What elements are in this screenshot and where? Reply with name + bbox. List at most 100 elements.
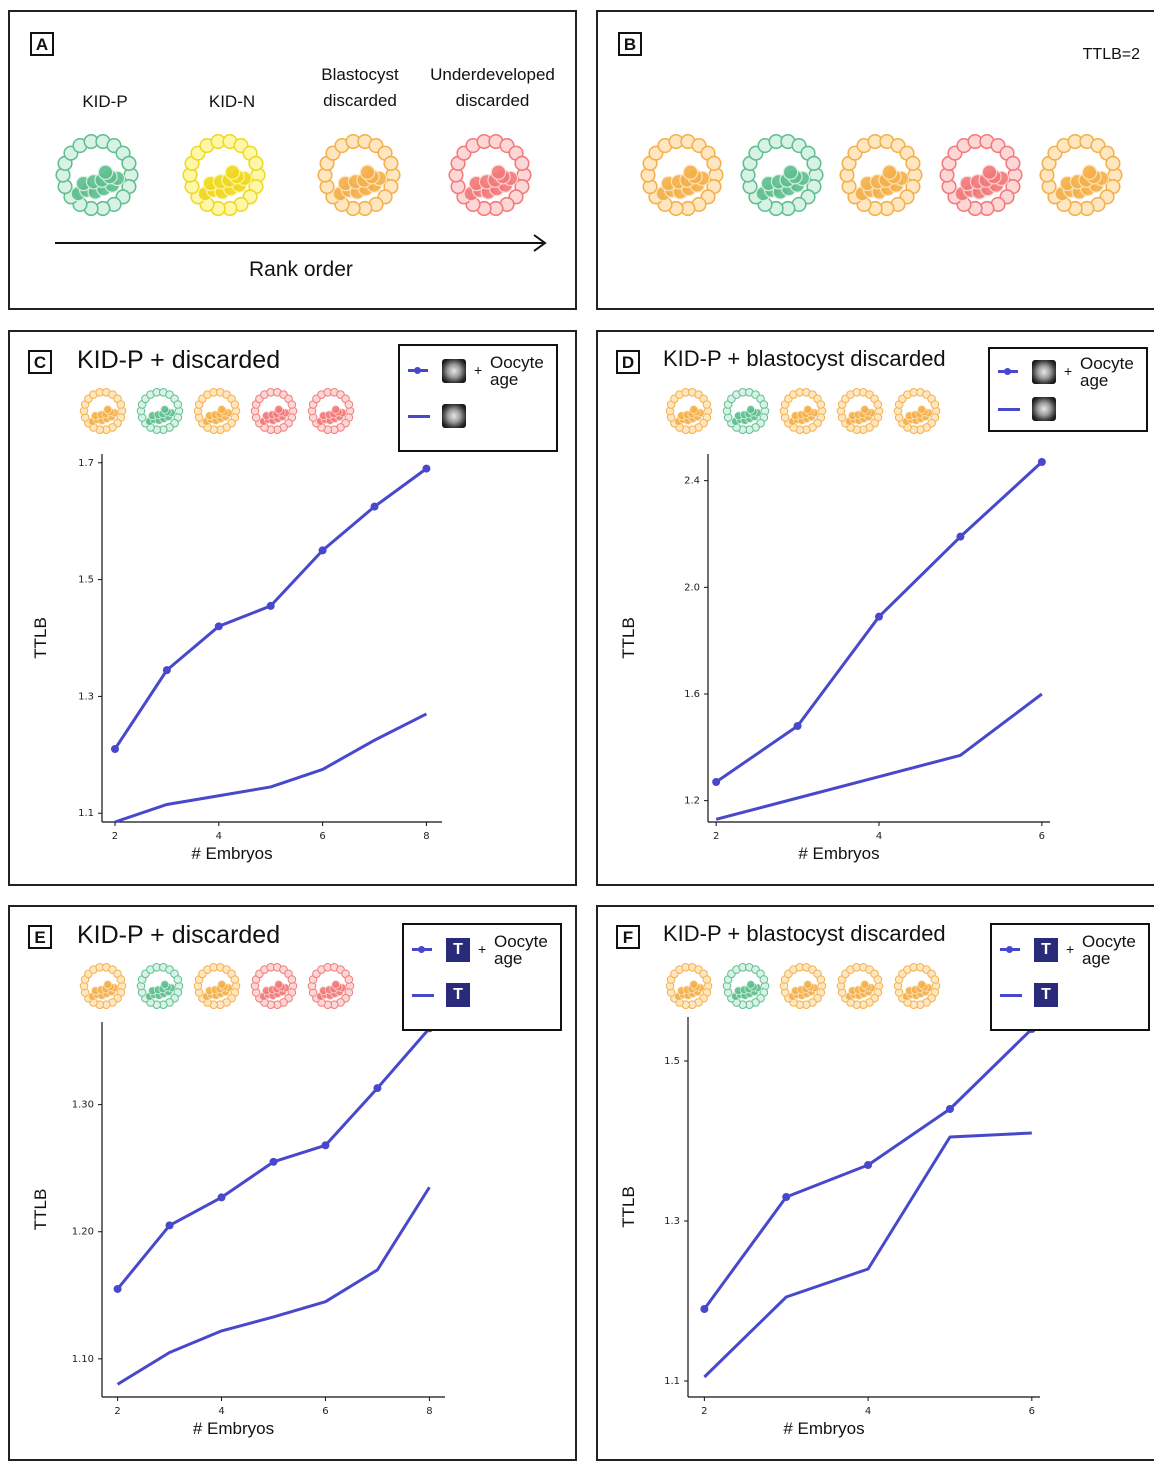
data-point bbox=[266, 601, 275, 610]
data-point bbox=[945, 1105, 954, 1113]
y-tick-label: 1.6 bbox=[684, 689, 700, 700]
legend-plus: + bbox=[1066, 941, 1075, 957]
y-axis-label: TTLB bbox=[619, 1186, 638, 1228]
legend-plus: + bbox=[474, 362, 483, 378]
chart-legend: T + Oocyte age T bbox=[990, 923, 1150, 1031]
x-axis-label: # Embryos bbox=[193, 1419, 274, 1438]
legend-oocyte-age: Oocyte age bbox=[1080, 354, 1134, 390]
data-point bbox=[373, 1084, 382, 1093]
embryo-orange bbox=[779, 962, 827, 1010]
y-tick-label: 1.10 bbox=[72, 1354, 94, 1365]
x-axis-label: # Embryos bbox=[783, 1419, 864, 1438]
legend-dot bbox=[418, 946, 425, 953]
panel-f: F KID-P + blastocyst discarded 2 4 6 1.1 1.3 1.… bbox=[596, 905, 1154, 1461]
x-tick-label: 4 bbox=[876, 831, 882, 842]
data-point bbox=[165, 1221, 174, 1230]
x-tick-label: 4 bbox=[218, 1406, 224, 1417]
data-point bbox=[712, 778, 721, 786]
series-line bbox=[703, 1131, 1032, 1379]
t-marker-icon: T bbox=[1034, 983, 1058, 1007]
panel-b-embryos bbox=[640, 133, 1123, 217]
panel-letter: B bbox=[618, 32, 642, 56]
data-point bbox=[370, 502, 379, 511]
legend-line-plain bbox=[408, 415, 430, 418]
x-tick-label: 2 bbox=[701, 1406, 707, 1417]
embryo-orange bbox=[779, 387, 827, 435]
embryo-orange bbox=[193, 387, 241, 435]
legend-label-blastocyst-discarded: Blastocyst discarded bbox=[321, 65, 399, 110]
embryo-orange bbox=[79, 962, 127, 1010]
embryo-orange bbox=[836, 962, 884, 1010]
embryo-orange bbox=[893, 387, 941, 435]
panel-b: B TTLB=2 bbox=[596, 10, 1154, 310]
chart-legend: + Oocyte age bbox=[398, 344, 558, 452]
series-line bbox=[114, 712, 428, 824]
x-axis-label: # Embryos bbox=[191, 844, 272, 863]
embryo-orange bbox=[1039, 133, 1123, 217]
y-tick-label: 1.3 bbox=[78, 691, 94, 702]
legend-label-underdeveloped-discarded: Underdeveloped discarded bbox=[430, 65, 555, 110]
panel-a: A KID-P KID-N Blastocyst discarded Under… bbox=[8, 10, 577, 310]
data-point bbox=[793, 722, 802, 730]
panel-c: C KID-P + discarded 2 4 6 8 1.1 1.3 1.5 1.7 # Embr… bbox=[8, 330, 577, 886]
series-line bbox=[715, 692, 1043, 821]
x-tick-label: 2 bbox=[713, 831, 719, 842]
y-tick-label: 1.1 bbox=[78, 808, 94, 819]
embryo-red bbox=[307, 962, 355, 1010]
data-point bbox=[217, 1193, 226, 1202]
data-point bbox=[700, 1305, 709, 1313]
chart-svg: 2 4 6 8 1.10 1.20 1.30 # Embryos TTLB bbox=[31, 962, 445, 1438]
x-tick-label: 8 bbox=[423, 831, 429, 842]
embryo-green bbox=[136, 962, 184, 1010]
chart-title: KID-P + discarded bbox=[77, 346, 281, 374]
embryo-orange bbox=[79, 387, 127, 435]
data-point bbox=[214, 622, 223, 631]
embryo-orange bbox=[665, 962, 713, 1010]
y-tick-label: 2.0 bbox=[684, 582, 700, 593]
panel-letter: F bbox=[616, 925, 640, 949]
chart-svg: 2 4 6 1.2 1.6 2.0 2.4 # Embryos TTLB bbox=[619, 387, 1050, 863]
t-marker-icon: T bbox=[446, 983, 470, 1007]
y-tick-label: 1.5 bbox=[664, 1056, 680, 1067]
x-tick-label: 8 bbox=[426, 1406, 432, 1417]
embryo-green bbox=[722, 962, 770, 1010]
y-tick-label: 1.1 bbox=[664, 1376, 680, 1387]
data-point bbox=[782, 1193, 791, 1201]
ttlb-value: TTLB=2 bbox=[1082, 46, 1140, 63]
legend-line-plain bbox=[1000, 994, 1022, 997]
chart-title: KID-P + blastocyst discarded bbox=[663, 346, 946, 371]
data-point bbox=[321, 1141, 330, 1150]
chart-title: KID-P + blastocyst discarded bbox=[663, 921, 946, 946]
panel-a-embryos bbox=[55, 133, 532, 217]
series-line bbox=[116, 1186, 431, 1386]
x-tick-label: 6 bbox=[1029, 1406, 1035, 1417]
panel-e: E KID-P + discarded 2 4 6 8 1.10 1.20 1.30 # Embr… bbox=[8, 905, 577, 1461]
embryo-red bbox=[250, 962, 298, 1010]
embryo-orange bbox=[893, 962, 941, 1010]
embryo-green bbox=[136, 387, 184, 435]
data-point bbox=[864, 1161, 873, 1169]
embryo-yellow bbox=[182, 133, 266, 217]
chart-svg: 2 4 6 1.1 1.3 1.5 # Embryos TTLB bbox=[619, 962, 1040, 1438]
legend-dot bbox=[1004, 368, 1011, 375]
embryo-red bbox=[250, 387, 298, 435]
panel-letter: A bbox=[30, 32, 54, 56]
x-axis-label: # Embryos bbox=[798, 844, 879, 863]
embryo-orange bbox=[836, 387, 884, 435]
data-point bbox=[956, 532, 965, 541]
rank-order-label: Rank order bbox=[249, 258, 353, 281]
x-tick-label: 4 bbox=[216, 831, 222, 842]
embryo-orange bbox=[839, 133, 923, 217]
chart-title: KID-P + discarded bbox=[77, 921, 281, 949]
oocyte-image-icon bbox=[1032, 397, 1056, 421]
data-point bbox=[110, 744, 119, 753]
legend-line-plain bbox=[998, 408, 1020, 411]
t-marker-icon: T bbox=[1034, 938, 1058, 962]
legend-label-kid-n: KID-N bbox=[208, 92, 256, 111]
data-point bbox=[875, 612, 883, 621]
legend-label-kid-p: KID-P bbox=[82, 92, 128, 111]
legend-oocyte-age: Oocyte age bbox=[1082, 932, 1136, 968]
embryo-red bbox=[307, 387, 355, 435]
panel-letter: E bbox=[28, 925, 52, 949]
y-axis-label: TTLB bbox=[31, 617, 50, 659]
